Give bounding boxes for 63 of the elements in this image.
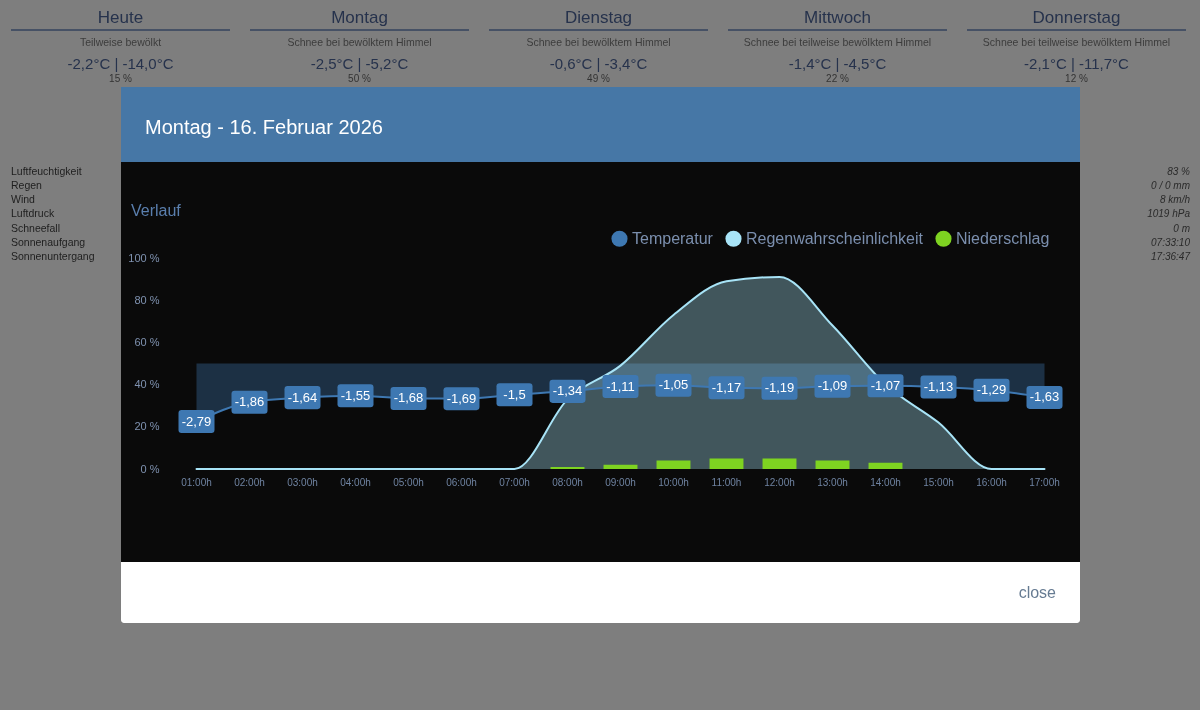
chart-title: Montag - 16. Februar 2026 [145, 116, 383, 138]
text: close [1018, 584, 1057, 601]
text: 17:36:47 [1151, 250, 1191, 262]
text: -2,5°C | -5,2°C [310, 55, 409, 72]
y-tick-label: 0 % [140, 462, 160, 475]
text: 15 % [109, 73, 132, 84]
x-tick-label: 14:00h [870, 476, 901, 488]
text: Schneefall [11, 221, 61, 234]
text: -2,2°C | -14,0°C [67, 55, 174, 72]
text: Mittwoch [803, 8, 872, 27]
text: Schnee bei bewölktem Himmel [287, 36, 432, 48]
text: Heute [97, 8, 144, 27]
x-tick-label: 02:00h [234, 476, 265, 488]
text: -0,6°C | -3,4°C [549, 55, 648, 72]
x-tick-label: 08:00h [552, 476, 583, 488]
x-tick-label: 06:00h [446, 476, 477, 488]
text: 22 % [826, 73, 849, 84]
text: 0 m [1173, 222, 1190, 234]
legend-label: Regenwahrscheinlichkeit [746, 229, 924, 247]
text: Luftdruck [11, 207, 55, 220]
text: 0 / 0 mm [1151, 180, 1190, 192]
text: -2,1°C | -11,7°C [1024, 55, 1130, 72]
text: Sonnenaufgang [11, 235, 86, 248]
chart-subtitle: Verlauf [131, 202, 182, 219]
text: Sonnenuntergang [11, 249, 95, 262]
y-tick-label: 60 % [134, 335, 160, 348]
legend-label: Niederschlag [956, 229, 1050, 247]
x-tick-label: 10:00h [658, 476, 689, 488]
x-tick-label: 12:00h [764, 476, 795, 488]
text: Schnee bei teilweise bewölktem Himmel [743, 36, 932, 48]
x-tick-label: 03:00h [287, 476, 318, 488]
y-tick-label: 20 % [134, 420, 160, 433]
text: Dienstag [564, 8, 633, 27]
x-tick-label: 09:00h [605, 476, 636, 488]
text: 07:33:10 [1151, 236, 1191, 248]
text: Schnee bei bewölktem Himmel [526, 36, 671, 48]
text: Schnee bei teilweise bewölktem Himmel [982, 36, 1171, 48]
y-tick-label: 40 % [134, 378, 160, 391]
text: Luftfeuchtigkeit [11, 165, 82, 177]
text: Teilweise bewölkt [79, 36, 162, 48]
y-tick-label: 80 % [134, 293, 160, 306]
text: Wind [11, 193, 36, 206]
text: 49 % [587, 73, 610, 84]
x-tick-label: 16:00h [976, 476, 1007, 488]
text: 1019 hPa [1147, 208, 1191, 220]
text: 12 % [1065, 73, 1088, 84]
text: 83 % [1167, 166, 1191, 177]
x-tick-label: 01:00h [181, 476, 212, 488]
x-tick-label: 05:00h [393, 476, 424, 488]
text: 50 % [348, 73, 371, 84]
x-tick-label: 13:00h [817, 476, 848, 488]
x-tick-label: 11:00h [711, 476, 742, 488]
legend-label: Temperatur [632, 229, 714, 247]
x-tick-label: 17:00h [1029, 476, 1060, 488]
text: 8 km/h [1159, 194, 1191, 206]
x-tick-label: 15:00h [923, 476, 954, 488]
y-tick-label: 100 % [128, 251, 160, 264]
text: Donnerstag [1032, 8, 1121, 27]
text: Montag [331, 8, 388, 27]
text: -1,4°C | -4,5°C [788, 55, 887, 72]
text: Regen [11, 179, 43, 192]
x-tick-label: 07:00h [499, 476, 530, 488]
x-tick-label: 04:00h [340, 476, 371, 488]
